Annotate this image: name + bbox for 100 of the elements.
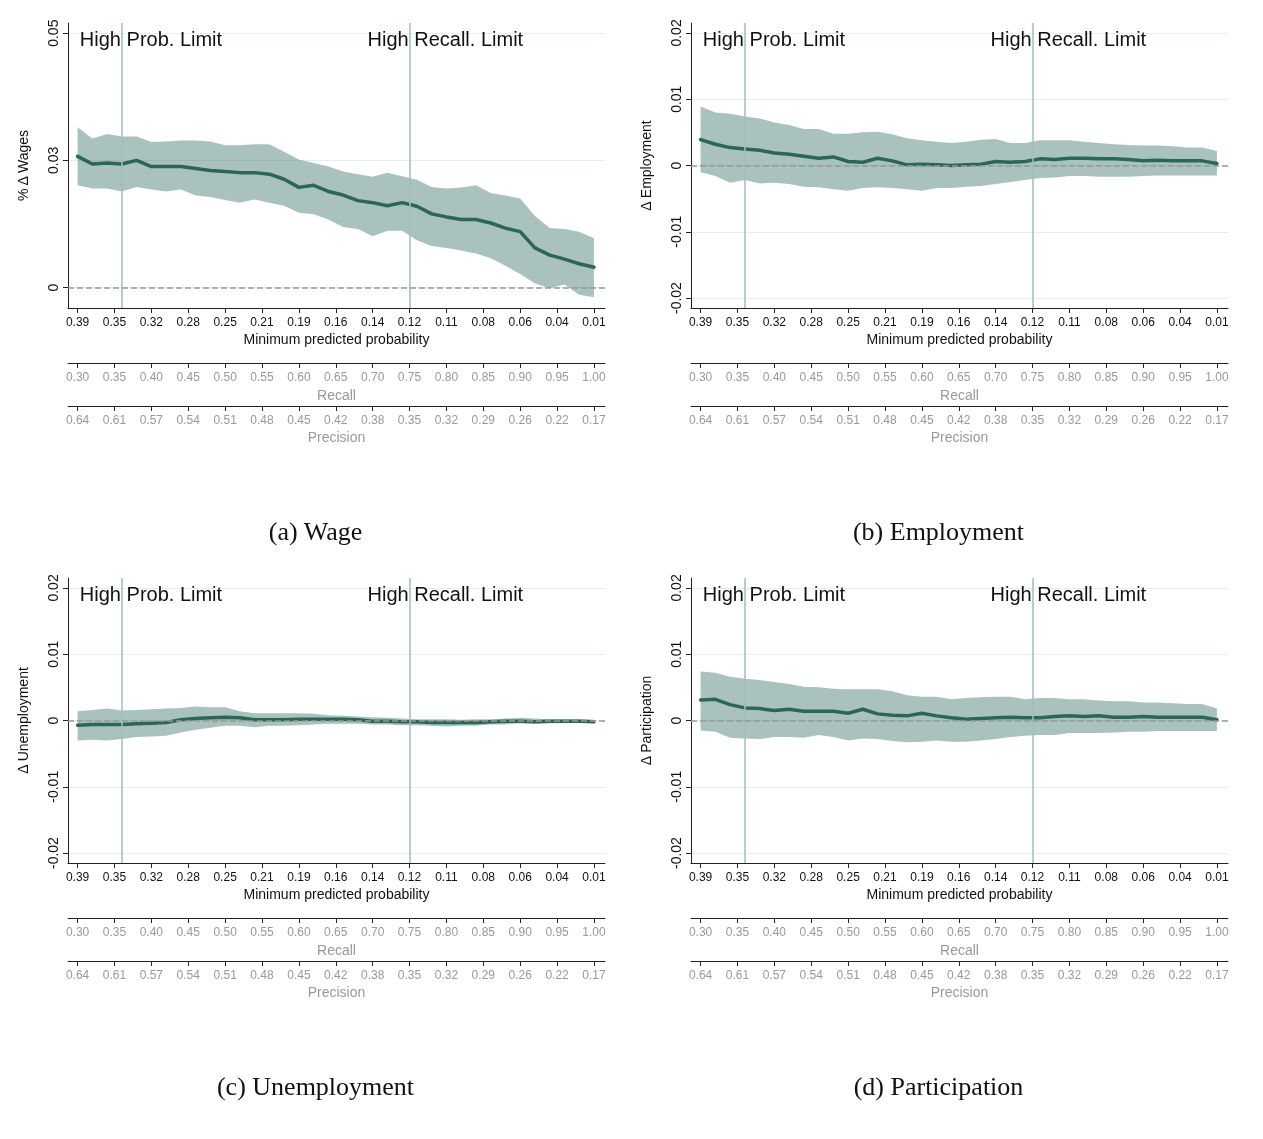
text: 0.28	[176, 315, 201, 329]
text: Minimum predicted probability	[866, 886, 1053, 902]
text: 0.14	[983, 870, 1008, 884]
x-tick-label: 0.35	[102, 370, 127, 384]
text: (b) Employment	[852, 516, 1025, 546]
text: 0.01	[1205, 315, 1229, 329]
text: 0.32	[139, 870, 164, 884]
text: Minimum predicted probability	[243, 331, 430, 347]
y-tick-label: 0	[45, 716, 61, 725]
text: 0.54	[176, 413, 201, 427]
text: 0.64	[65, 968, 90, 982]
x-tick-label: 0.50	[836, 925, 861, 939]
x-tick-label: 0.30	[688, 370, 713, 384]
ref-line-label: High Prob. Limit	[79, 28, 223, 50]
ref-line-label: High Recall. Limit	[990, 583, 1147, 605]
text: 0.54	[799, 968, 824, 982]
y-tick-label: 0.01	[45, 640, 61, 668]
x-tick-label: 0.75	[397, 370, 422, 384]
text: 0.22	[545, 968, 570, 982]
y-tick-label: -0.01	[45, 770, 61, 803]
text: 0.19	[287, 870, 311, 884]
text: 0.42	[324, 413, 348, 427]
text: 0.57	[139, 968, 164, 982]
text: 0.32	[1057, 413, 1082, 427]
y-tick-label: 0	[45, 283, 61, 292]
text: 0.57	[762, 413, 787, 427]
text: 0.14	[360, 870, 385, 884]
text: (d) Participation	[853, 1071, 1024, 1101]
text: 0.35	[102, 315, 127, 329]
text: 0.51	[213, 413, 238, 427]
x-tick-label: 0.90	[508, 370, 533, 384]
ref-line-label: High Recall. Limit	[990, 28, 1147, 50]
x-axis-title: Recall	[317, 941, 356, 958]
text: 0.39	[65, 870, 90, 884]
text: 0.54	[799, 413, 824, 427]
x-tick-label: 0.70	[360, 370, 385, 384]
text: Minimum predicted probability	[866, 331, 1053, 347]
x-tick-label: 0.85	[1094, 925, 1119, 939]
text: 0.32	[139, 315, 164, 329]
text: 0.48	[250, 968, 274, 982]
x-tick-label: 1.00	[1205, 925, 1229, 939]
text: 0.17	[582, 968, 606, 982]
x-tick-label: 0.65	[947, 925, 971, 939]
text: 0.35	[725, 315, 750, 329]
text: 0.38	[983, 413, 1008, 427]
x-tick-label: 0.75	[1020, 925, 1045, 939]
x-tick-label: 0.75	[1020, 370, 1045, 384]
text: 0.14	[360, 315, 385, 329]
text: (c) Unemployment	[216, 1071, 415, 1101]
text: 0.17	[1205, 968, 1229, 982]
y-tick-label: 0	[668, 161, 684, 170]
text: 0.45	[287, 968, 311, 982]
x-tick-label: 0.80	[434, 925, 459, 939]
text: 0.35	[397, 413, 422, 427]
text: 0.16	[324, 315, 348, 329]
ref-line-label: High Recall. Limit	[367, 28, 524, 50]
text: 0.21	[250, 315, 274, 329]
x-tick-label: 0.65	[324, 925, 348, 939]
x-axis-title: Recall	[940, 941, 979, 958]
text: 0.28	[176, 870, 201, 884]
text: Precision	[930, 429, 989, 445]
text: 0.12	[1020, 315, 1045, 329]
text: 0.64	[65, 413, 90, 427]
text: (a) Wage	[268, 516, 363, 546]
x-tick-label: 0.40	[762, 370, 787, 384]
text: 0.42	[324, 968, 348, 982]
x-tick-label: 0.50	[213, 925, 238, 939]
text: 0.08	[1094, 315, 1119, 329]
y-tick-label: -0.02	[45, 836, 61, 870]
text: 0.01	[582, 870, 606, 884]
text: 0.48	[873, 413, 897, 427]
text: 0.28	[799, 870, 824, 884]
text: 0.57	[139, 413, 164, 427]
text: 0.01	[582, 315, 606, 329]
text: 0.25	[836, 870, 861, 884]
text: 0.35	[725, 870, 750, 884]
y-tick-label: 0	[668, 716, 684, 725]
y-tick-label: -0.02	[668, 836, 684, 870]
text: 0.04	[545, 870, 570, 884]
text: 0.04	[1168, 315, 1193, 329]
text: Precision	[307, 984, 366, 1000]
text: 0.06	[508, 315, 533, 329]
x-tick-label: 1.00	[582, 925, 606, 939]
x-tick-label: 0.45	[799, 925, 824, 939]
x-tick-label: 0.80	[434, 370, 459, 384]
y-axis-title: Δ Employment	[638, 120, 654, 211]
text: Precision	[930, 984, 989, 1000]
text: 0.29	[471, 968, 496, 982]
x-tick-label: 1.00	[1205, 370, 1229, 384]
text: 0.42	[947, 413, 971, 427]
text: 0.29	[471, 413, 496, 427]
text: 0.12	[397, 315, 422, 329]
text: 0.21	[873, 315, 897, 329]
text: 0.39	[688, 315, 713, 329]
x-tick-label: 0.55	[250, 925, 274, 939]
text: 0.32	[434, 968, 459, 982]
y-tick-label: -0.01	[668, 215, 684, 248]
x-tick-label: 1.00	[582, 370, 606, 384]
x-tick-label: 0.30	[65, 370, 90, 384]
text: 0.51	[213, 968, 238, 982]
